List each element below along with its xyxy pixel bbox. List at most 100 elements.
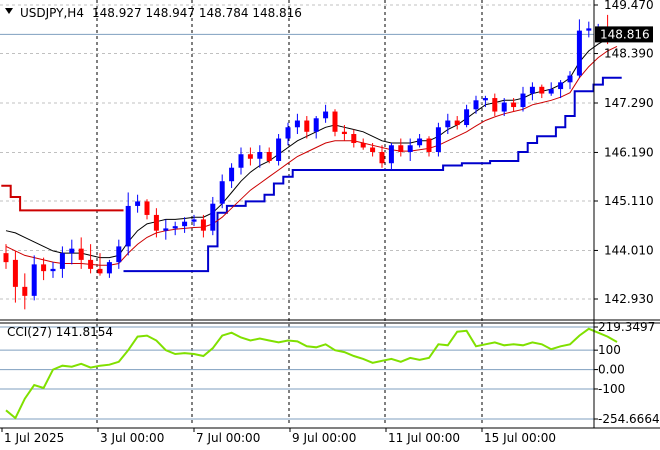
candle[interactable]: [370, 143, 376, 157]
stop-line-up: [123, 76, 622, 273]
candle[interactable]: [388, 143, 394, 170]
cci-tick-label: -100: [598, 382, 625, 396]
candle[interactable]: [191, 214, 197, 227]
candle-body: [41, 264, 47, 272]
candle[interactable]: [257, 145, 263, 168]
candle[interactable]: [539, 84, 545, 99]
candle[interactable]: [12, 250, 18, 303]
candle-body: [294, 120, 300, 128]
candle[interactable]: [97, 253, 103, 276]
candle[interactable]: [379, 145, 385, 168]
candle[interactable]: [351, 129, 357, 148]
triangle-down-icon[interactable]: [5, 8, 13, 14]
candle-body: [97, 268, 103, 274]
candle[interactable]: [529, 82, 535, 101]
candle-body: [332, 111, 338, 132]
candle[interactable]: [238, 147, 244, 175]
candle[interactable]: [41, 257, 47, 281]
time-tick-label: 11 Jul 00:00: [388, 431, 460, 445]
candle-body: [586, 28, 592, 31]
candle-body: [163, 228, 169, 231]
candle[interactable]: [135, 194, 141, 213]
candle[interactable]: [520, 86, 526, 112]
candle-body: [576, 30, 582, 76]
candle-body: [88, 259, 94, 269]
candle-body: [210, 203, 216, 231]
candle[interactable]: [106, 259, 112, 278]
candle-body: [360, 143, 366, 148]
price-tick-label: 147.290: [604, 96, 654, 110]
candle[interactable]: [341, 125, 347, 141]
candle[interactable]: [266, 147, 272, 164]
price-tick-label: 145.110: [604, 194, 654, 208]
candle[interactable]: [501, 98, 507, 117]
candle-body: [567, 75, 573, 83]
cci-line: [5, 327, 618, 420]
candle[interactable]: [417, 134, 423, 148]
cci-panel[interactable]: [0, 326, 618, 420]
candle[interactable]: [247, 147, 253, 166]
candle-body: [454, 120, 460, 126]
candle[interactable]: [407, 138, 413, 161]
candle-body: [445, 120, 451, 128]
candle[interactable]: [323, 104, 329, 123]
candle[interactable]: [172, 221, 178, 236]
candle[interactable]: [144, 199, 150, 220]
candle[interactable]: [59, 246, 65, 278]
candle[interactable]: [454, 116, 460, 130]
candle[interactable]: [492, 93, 498, 117]
candle[interactable]: [116, 239, 122, 269]
candle[interactable]: [210, 196, 216, 236]
time-tick-label: 1 Jul 2025: [4, 431, 64, 445]
candle[interactable]: [435, 122, 441, 157]
candle-body: [426, 138, 432, 152]
candle[interactable]: [304, 116, 310, 139]
candle[interactable]: [576, 19, 582, 78]
time-tick-label: 15 Jul 00:00: [484, 431, 556, 445]
candle[interactable]: [567, 71, 573, 90]
candle[interactable]: [229, 163, 235, 188]
candle[interactable]: [31, 255, 37, 301]
candle[interactable]: [69, 239, 75, 265]
candle-body: [135, 201, 141, 206]
candle[interactable]: [482, 95, 488, 108]
candle[interactable]: [22, 273, 28, 310]
candle[interactable]: [332, 109, 338, 137]
time-tick-label: 7 Jul 00:00: [196, 431, 260, 445]
candle[interactable]: [285, 122, 291, 146]
candle[interactable]: [88, 244, 94, 274]
candle[interactable]: [426, 136, 432, 157]
candle[interactable]: [50, 262, 56, 278]
candle[interactable]: [276, 134, 282, 166]
candle[interactable]: [200, 214, 206, 238]
candle[interactable]: [3, 244, 9, 269]
candle[interactable]: [558, 80, 564, 99]
candle-body: [238, 154, 244, 168]
candle[interactable]: [473, 95, 479, 114]
candle[interactable]: [586, 21, 592, 38]
candle-body: [351, 134, 357, 144]
candle[interactable]: [219, 174, 225, 209]
candle[interactable]: [398, 138, 404, 157]
cci-indicator-label: CCI(27) 141.8154: [7, 325, 113, 339]
candle-body: [144, 201, 150, 215]
candle[interactable]: [125, 192, 131, 256]
candle[interactable]: [182, 217, 188, 233]
candle[interactable]: [78, 237, 84, 269]
candle[interactable]: [294, 113, 300, 135]
candle[interactable]: [360, 138, 366, 150]
price-tick-label: 146.190: [604, 145, 654, 159]
price-tick-label: 144.010: [604, 243, 654, 257]
candle[interactable]: [511, 98, 517, 112]
candle[interactable]: [464, 104, 470, 128]
candle[interactable]: [163, 219, 169, 240]
candle[interactable]: [548, 82, 554, 96]
candle[interactable]: [313, 116, 319, 139]
candle[interactable]: [445, 113, 451, 135]
candle[interactable]: [153, 208, 159, 238]
candle-body: [69, 248, 75, 254]
